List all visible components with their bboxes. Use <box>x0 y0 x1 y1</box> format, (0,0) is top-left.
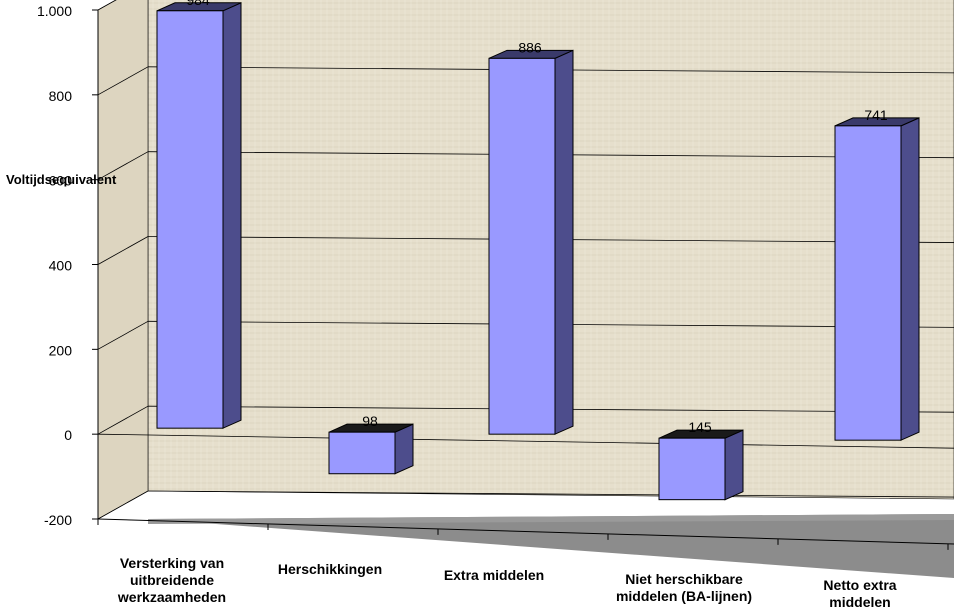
data-label: 741 <box>864 107 888 123</box>
gridline-side <box>97 66 149 96</box>
y-tick-label: 800 <box>49 88 73 104</box>
category-label: Versterking van uitbreidende werkzaamheden <box>117 555 226 605</box>
data-label: 98 <box>362 413 378 429</box>
bar <box>834 117 920 441</box>
gridline-side <box>97 236 149 265</box>
data-label: 145 <box>688 419 712 435</box>
y-tick-label: 600 <box>49 173 73 189</box>
gridline-side <box>97 320 149 350</box>
gridline-side <box>97 490 149 520</box>
bar-front <box>156 10 224 429</box>
floor <box>148 514 954 578</box>
y-tick-label: -200 <box>44 512 72 528</box>
bar-front <box>658 437 726 501</box>
bar-front <box>488 57 556 435</box>
bar-side <box>394 423 414 475</box>
gridline-back <box>147 490 954 498</box>
labels: -200 0 200 400 600 800 1.000 Voltijdsequivalent… <box>6 0 897 610</box>
gridline-side <box>97 151 149 181</box>
bar-front <box>328 431 396 475</box>
bar <box>328 423 414 475</box>
floor-edge <box>148 514 954 524</box>
y-tick-label: 400 <box>49 258 73 274</box>
bar-side <box>554 49 574 435</box>
y-tick-label: 1.000 <box>37 3 72 19</box>
zero-line <box>97 433 954 449</box>
data-label: 984 <box>186 0 210 8</box>
data-label: 886 <box>518 39 542 55</box>
y-tick-label: 200 <box>49 342 73 358</box>
category-label: Extra middelen <box>444 567 544 583</box>
side-wall <box>97 0 149 520</box>
bar <box>658 429 744 501</box>
axes <box>92 9 954 550</box>
y-axis-title: Voltijdsequivalent <box>6 172 117 187</box>
bar <box>488 49 574 435</box>
gridline-side <box>97 0 117 11</box>
y-tick-label: 0 <box>64 427 72 443</box>
bar-side <box>724 429 744 501</box>
category-label: Niet herschikbare middelen (BA-lijnen) <box>616 571 752 604</box>
bar <box>156 2 242 429</box>
x-axis <box>97 518 954 545</box>
bar-front <box>834 125 902 441</box>
category-label: Herschikkingen <box>278 561 382 577</box>
gridline-side <box>97 405 149 435</box>
bar-side <box>222 2 242 429</box>
bars <box>156 2 920 501</box>
bar-side <box>900 117 920 441</box>
category-label: Netto extra middelen <box>823 577 896 610</box>
